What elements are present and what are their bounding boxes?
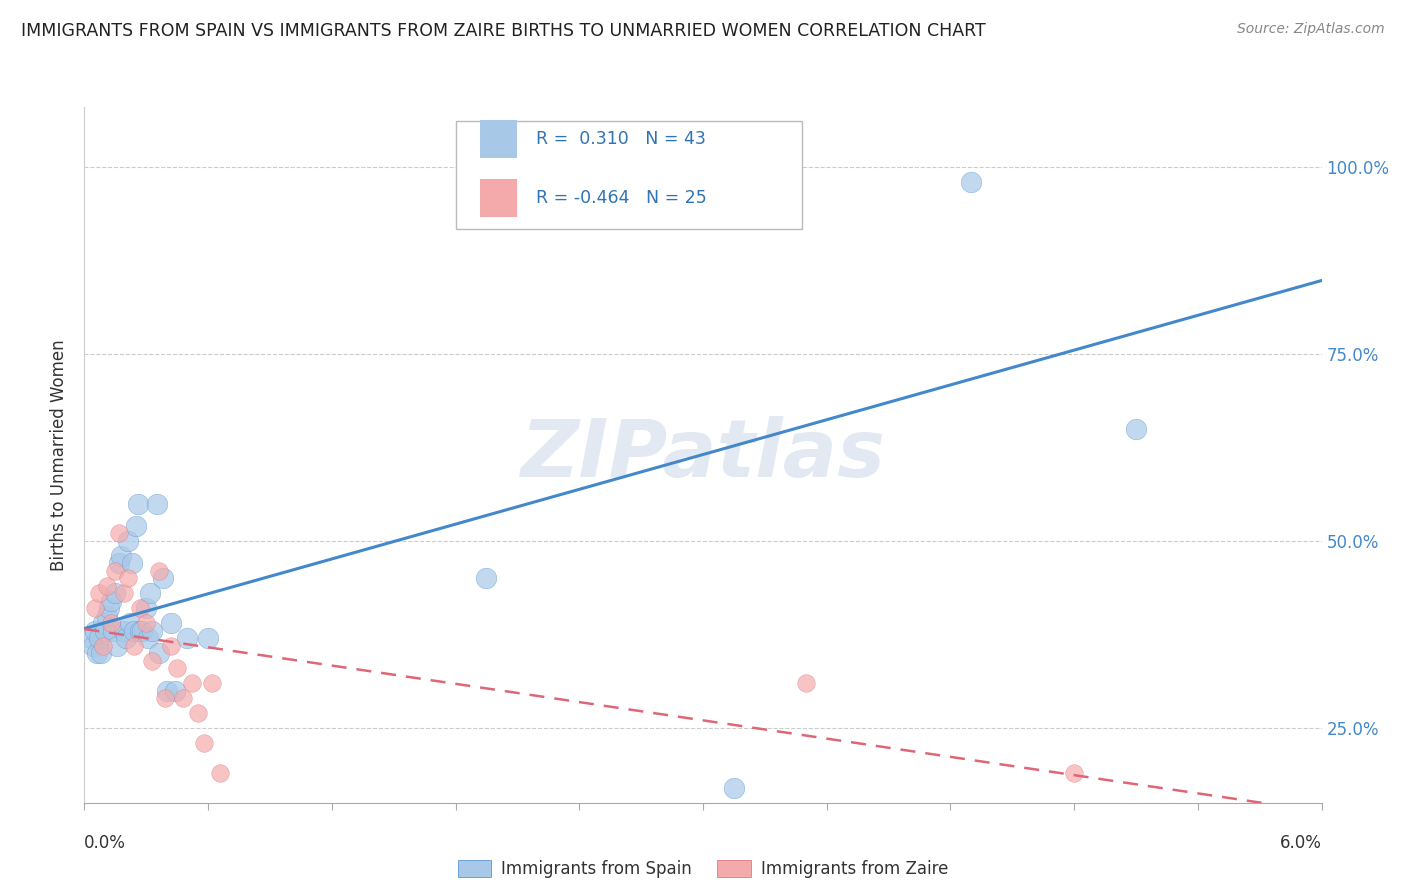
Point — [104, 564, 127, 578]
Point — [108, 526, 131, 541]
Point — [91, 639, 114, 653]
Point — [96, 608, 118, 623]
Point — [148, 564, 170, 578]
Point — [122, 639, 145, 653]
Point — [100, 616, 122, 631]
Point — [145, 497, 167, 511]
Text: Source: ZipAtlas.com: Source: ZipAtlas.com — [1237, 22, 1385, 37]
Point — [104, 586, 127, 600]
Point — [87, 631, 110, 645]
FancyBboxPatch shape — [481, 178, 517, 217]
Point — [131, 624, 153, 638]
Point — [127, 497, 149, 511]
Point — [129, 601, 152, 615]
Point — [103, 624, 125, 638]
Point — [117, 571, 139, 585]
Point — [193, 736, 215, 750]
Point — [90, 646, 112, 660]
Point — [166, 661, 188, 675]
Point — [141, 624, 163, 638]
Point — [100, 594, 122, 608]
Point — [960, 175, 983, 189]
Point — [112, 624, 135, 638]
Text: IMMIGRANTS FROM SPAIN VS IMMIGRANTS FROM ZAIRE BIRTHS TO UNMARRIED WOMEN CORRELA: IMMIGRANTS FROM SPAIN VS IMMIGRANTS FROM… — [21, 22, 986, 40]
Point — [105, 639, 128, 653]
Point — [775, 167, 797, 181]
Point — [110, 549, 132, 563]
Point — [125, 519, 148, 533]
Point — [122, 624, 145, 638]
Point — [79, 631, 101, 645]
FancyBboxPatch shape — [456, 121, 801, 229]
Point — [108, 557, 131, 571]
Point — [82, 639, 104, 653]
Point — [172, 691, 194, 706]
Point — [160, 639, 183, 653]
Point — [136, 631, 159, 645]
Point — [794, 676, 817, 690]
Point — [148, 646, 170, 660]
Point — [141, 654, 163, 668]
Point — [165, 683, 187, 698]
Text: R =  0.310   N = 43: R = 0.310 N = 43 — [536, 129, 706, 148]
FancyBboxPatch shape — [481, 120, 517, 158]
Point — [176, 631, 198, 645]
Point — [118, 616, 141, 631]
Text: R = -0.464   N = 25: R = -0.464 N = 25 — [536, 189, 707, 207]
Point — [87, 586, 110, 600]
Text: 6.0%: 6.0% — [1279, 834, 1322, 852]
Point — [96, 579, 118, 593]
Point — [135, 601, 157, 615]
Point — [153, 691, 176, 706]
Point — [129, 624, 152, 638]
Point — [112, 586, 135, 600]
Text: 0.0%: 0.0% — [84, 834, 127, 852]
Point — [152, 571, 174, 585]
Point — [83, 601, 105, 615]
Point — [98, 601, 121, 615]
Point — [139, 586, 162, 600]
Point — [156, 683, 179, 698]
Point — [94, 624, 117, 638]
Text: ZIPatlas: ZIPatlas — [520, 416, 886, 494]
Point — [201, 676, 224, 690]
Point — [187, 706, 209, 720]
Point — [1125, 422, 1147, 436]
Point — [121, 557, 143, 571]
Point — [86, 646, 108, 660]
Point — [83, 624, 105, 638]
Point — [117, 533, 139, 548]
Point — [135, 616, 157, 631]
Point — [197, 631, 219, 645]
Y-axis label: Births to Unmarried Women: Births to Unmarried Women — [51, 339, 69, 571]
Point — [160, 616, 183, 631]
Point — [723, 780, 745, 795]
Point — [1063, 765, 1085, 780]
Legend: Immigrants from Spain, Immigrants from Zaire: Immigrants from Spain, Immigrants from Z… — [451, 854, 955, 885]
Point — [475, 571, 498, 585]
Point — [209, 765, 232, 780]
Point — [114, 631, 136, 645]
Point — [180, 676, 202, 690]
Point — [91, 616, 114, 631]
